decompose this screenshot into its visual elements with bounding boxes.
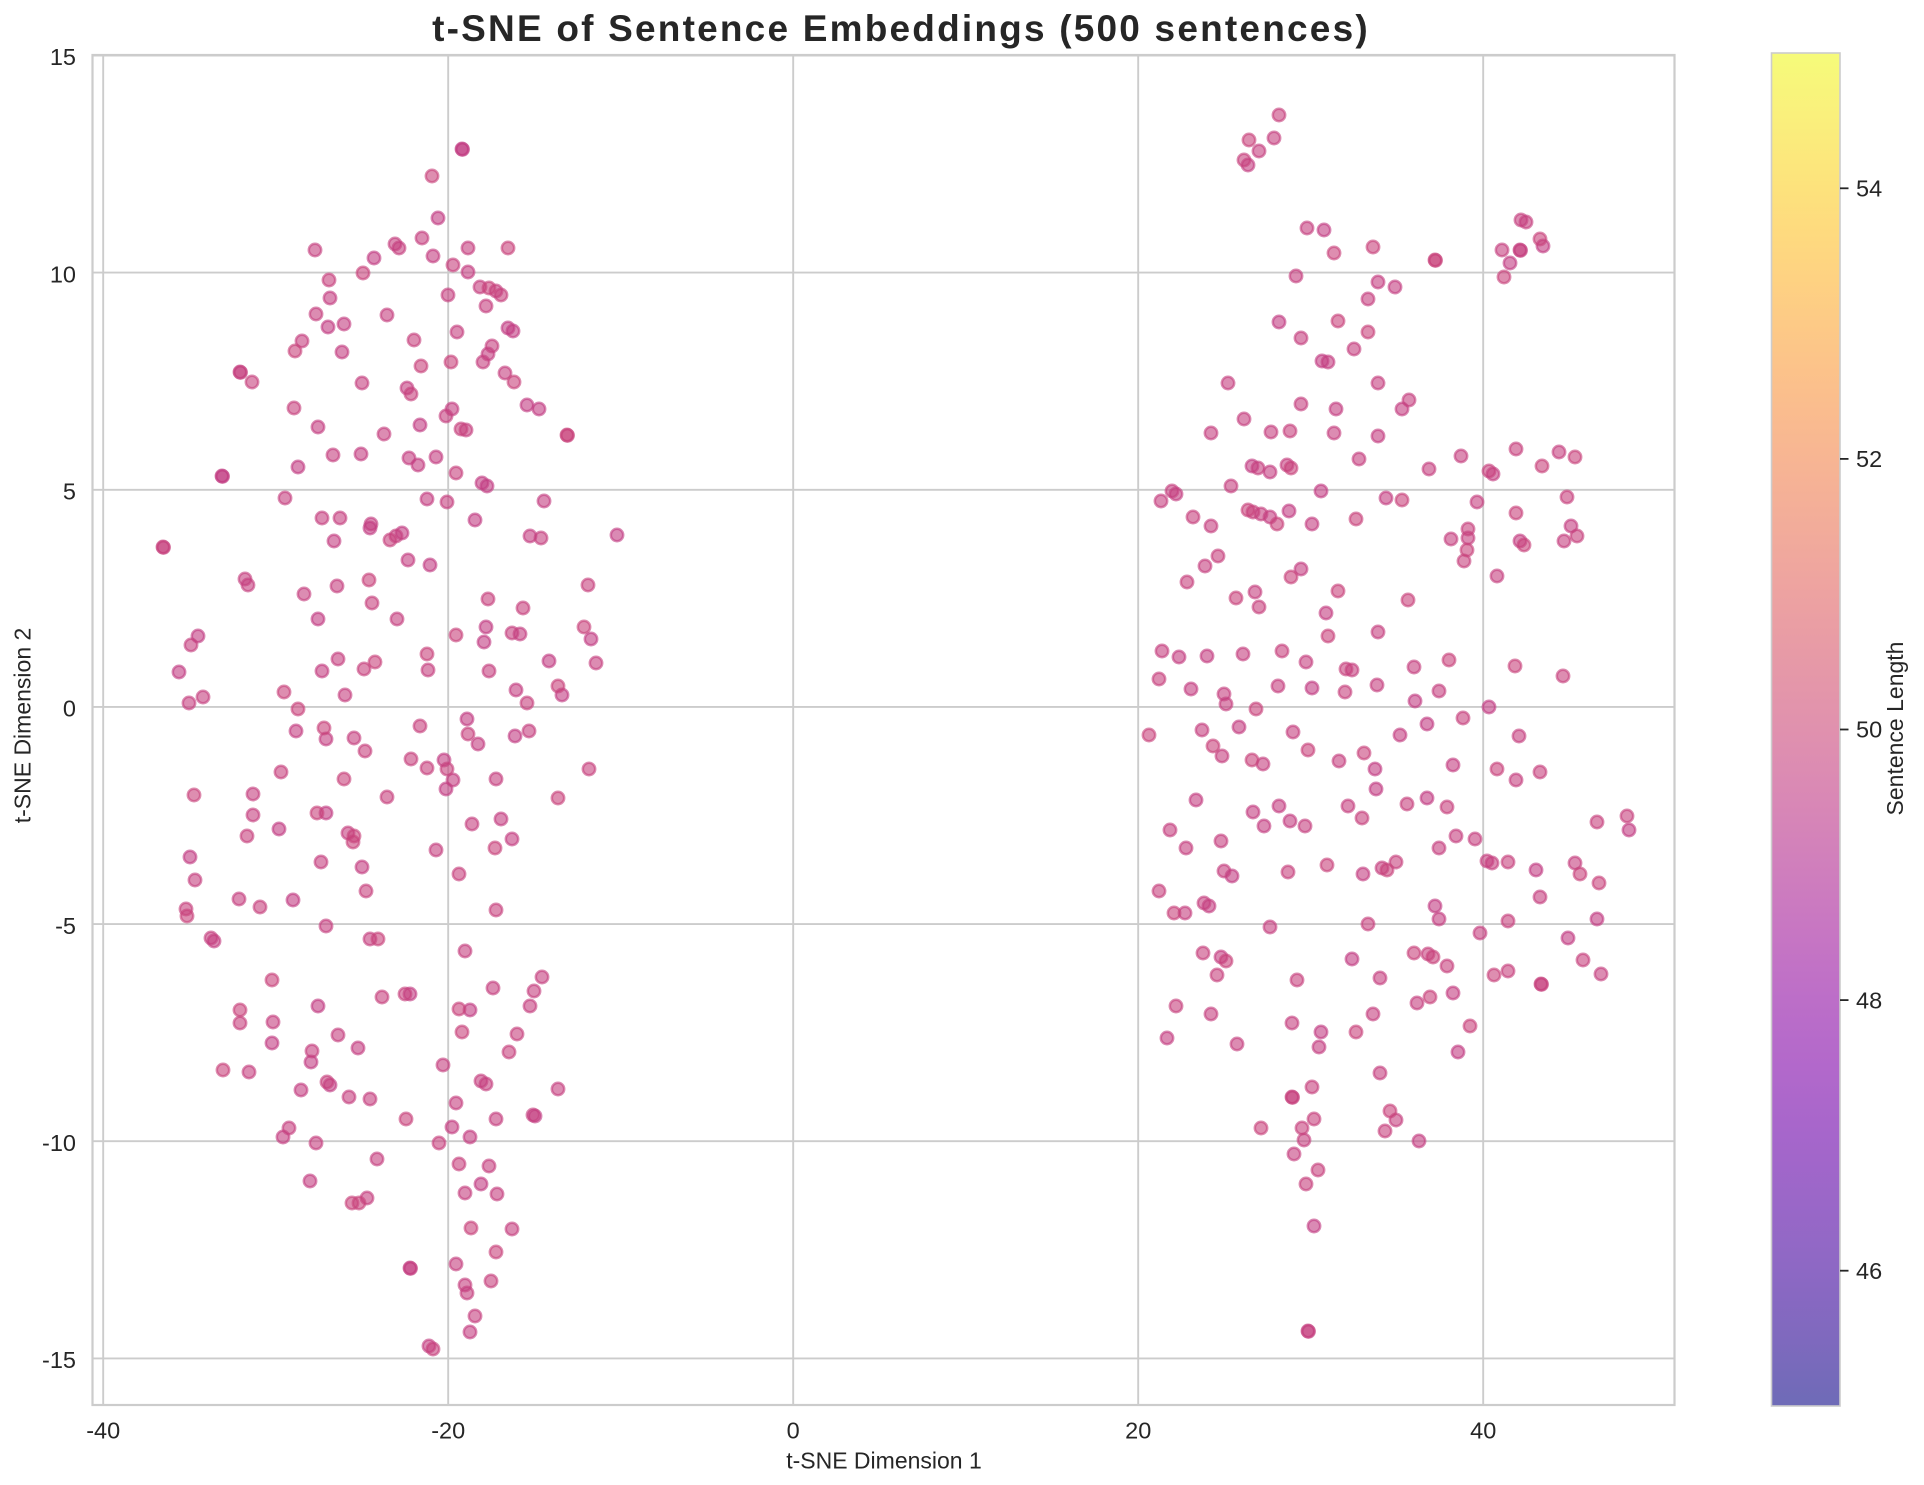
svg-text:t-SNE Dimension 1: t-SNE Dimension 1: [786, 1448, 982, 1474]
svg-text:5: 5: [63, 479, 76, 505]
svg-text:52: 52: [1856, 446, 1882, 472]
svg-text:50: 50: [1856, 717, 1882, 743]
svg-text:t-SNE Dimension 2: t-SNE Dimension 2: [10, 628, 36, 824]
svg-text:-15: -15: [42, 1347, 76, 1373]
svg-text:-20: -20: [431, 1418, 465, 1444]
svg-text:0: 0: [787, 1418, 800, 1444]
svg-text:15: 15: [50, 44, 76, 70]
svg-text:48: 48: [1856, 987, 1882, 1013]
svg-text:Sentence Length: Sentence Length: [1882, 642, 1908, 816]
svg-text:t-SNE of Sentence Embeddings (: t-SNE of Sentence Embeddings (500 senten…: [432, 8, 1370, 49]
svg-text:54: 54: [1856, 176, 1882, 202]
svg-text:10: 10: [50, 261, 76, 287]
svg-text:-10: -10: [42, 1130, 76, 1156]
svg-text:20: 20: [1125, 1418, 1151, 1444]
svg-text:-5: -5: [55, 913, 76, 939]
svg-text:0: 0: [63, 696, 76, 722]
svg-text:40: 40: [1470, 1418, 1496, 1444]
svg-text:-40: -40: [86, 1418, 120, 1444]
svg-text:46: 46: [1856, 1258, 1882, 1284]
